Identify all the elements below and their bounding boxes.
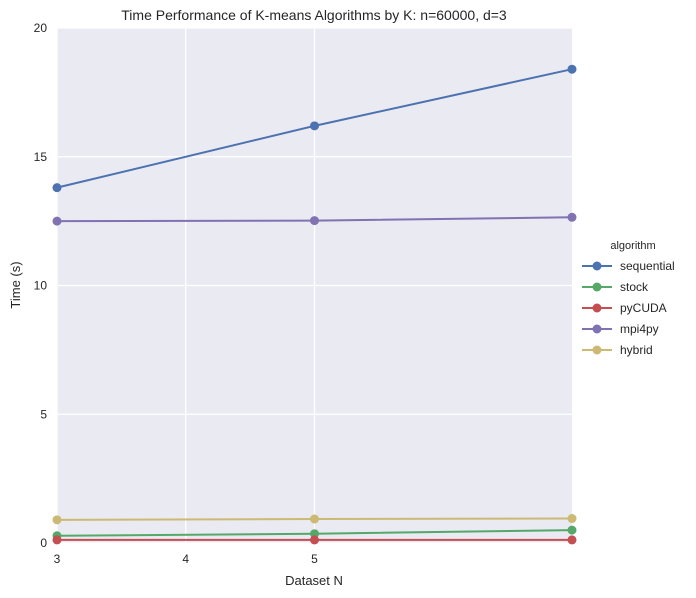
legend-item-sequential: sequential [582, 259, 675, 273]
data-point [52, 183, 62, 193]
x-tick-label: 3 [54, 552, 61, 566]
y-tick-label: 15 [34, 150, 48, 164]
legend-item-mpi4py: mpi4py [582, 322, 659, 336]
data-point [310, 514, 319, 524]
legend-label: pyCUDA [620, 301, 667, 315]
x-tick-label: 4 [182, 552, 189, 566]
x-tick-label: 5 [311, 552, 318, 566]
legend-label: sequential [620, 259, 675, 273]
legend-label: mpi4py [620, 322, 659, 336]
y-tick-label: 0 [40, 536, 47, 550]
legend-marker-icon [592, 282, 602, 292]
data-point [567, 525, 577, 535]
data-point [52, 535, 62, 545]
y-tick-label: 5 [40, 407, 47, 421]
legend-marker-icon [592, 261, 602, 271]
legend-item-hybrid: hybrid [582, 343, 653, 357]
legend-item-pycuda: pyCUDA [582, 301, 667, 315]
series-pycuda [52, 535, 577, 545]
y-tick-label: 20 [34, 21, 48, 35]
grid-lines [56, 27, 572, 544]
series-hybrid [52, 514, 577, 525]
data-point [310, 529, 319, 539]
data-point [567, 535, 577, 545]
x-axis-ticks: 3 4 5 [54, 552, 319, 566]
series-lines [52, 64, 577, 545]
legend-marker-icon [592, 303, 602, 313]
y-tick-label: 10 [34, 279, 48, 293]
legend-item-stock: stock [582, 280, 649, 294]
data-point [567, 64, 577, 74]
data-point [310, 535, 319, 545]
data-point [310, 121, 319, 131]
legend-marker-icon [592, 324, 602, 334]
legend: algorithm sequential stock pyCUDA mpi4py hyb… [582, 240, 675, 357]
legend-label: stock [620, 280, 649, 294]
series-mpi4py [52, 212, 577, 226]
legend-label: hybrid [620, 343, 653, 357]
chart-title: Time Performance of K-means Algorithms b… [121, 7, 507, 23]
data-point [310, 216, 319, 226]
data-point [567, 212, 577, 222]
y-axis-ticks: 0 5 10 15 20 [34, 21, 48, 550]
y-axis-label: Time (s) [8, 261, 23, 308]
legend-marker-icon [592, 345, 602, 355]
data-point [52, 515, 62, 525]
series-sequential [52, 64, 577, 193]
data-point [567, 514, 577, 524]
legend-title: algorithm [610, 240, 655, 252]
data-point [52, 216, 62, 226]
x-axis-label: Dataset N [285, 573, 343, 588]
